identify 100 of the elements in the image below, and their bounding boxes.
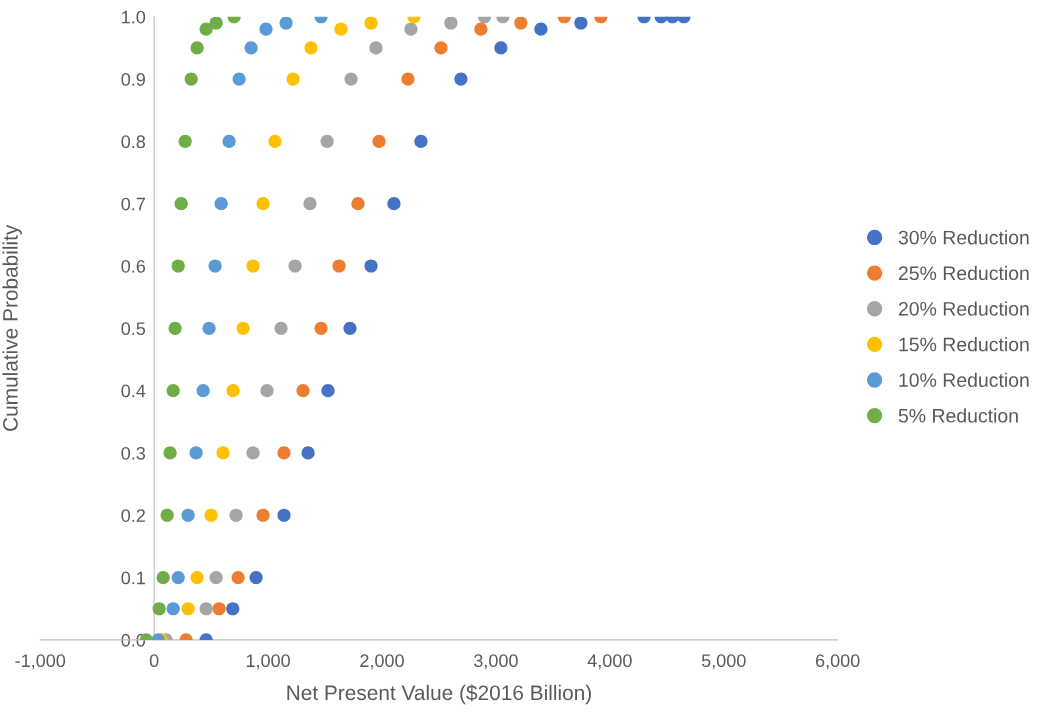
x-tick-label: 6,000 [816,654,860,670]
point [277,508,291,522]
point [296,384,310,398]
point [369,41,383,55]
point [181,508,195,522]
point [214,197,228,211]
point [401,72,415,86]
y-tick-label: 0.1 [121,571,145,585]
point [212,602,226,616]
point [404,22,418,36]
point [184,72,198,86]
point [274,321,288,335]
legend-label: 10% Reduction [899,372,1029,387]
point [232,72,246,86]
legend-label: 30% Reduction [898,230,1029,245]
point [301,446,315,460]
x-tick-label: 0 [149,654,159,668]
y-tick-label: 0.7 [121,197,145,211]
point [303,197,317,211]
x-tick-label: -1,000 [15,654,66,670]
x-tick-label: 5,000 [701,654,746,670]
y-tick-label: 0.6 [121,259,146,273]
point [279,16,293,30]
point [259,22,273,36]
x-axis-title: Net Present Value ($2016 Billion) [287,684,591,705]
point [249,571,263,585]
point [351,197,365,211]
point [204,508,218,522]
point [171,571,185,585]
point [231,571,245,585]
point [256,508,270,522]
point [168,321,182,335]
point [372,134,386,148]
point [246,259,260,273]
y-tick-label: 0.4 [121,384,146,398]
point [321,384,335,398]
point [166,384,180,398]
y-axis-title: Cumulative Probability [2,224,22,431]
y-tick-label: 1.0 [122,10,146,24]
point [332,259,346,273]
point [344,72,358,86]
point [174,197,188,211]
y-tick-label: 0.3 [121,446,146,460]
point [202,321,216,335]
point [246,446,260,460]
point [196,384,210,398]
point [166,602,180,616]
point [226,384,240,398]
point [199,602,213,616]
point [314,321,328,335]
point [434,41,448,55]
x-tick-label: 1,000 [246,654,290,670]
point [181,602,195,616]
point [320,134,334,148]
point [189,446,203,460]
point [514,16,528,30]
y-tick-label: 0.8 [121,135,146,149]
point [256,197,270,211]
point [171,259,185,273]
point [260,384,274,398]
legend-label: 5% Reduction [898,408,1018,423]
y-tick-label: 0.2 [121,509,145,522]
point [178,134,192,148]
legend-label: 15% Reduction [899,337,1029,352]
point [222,134,236,148]
point [364,259,378,273]
point [454,72,468,86]
point [534,22,548,36]
y-tick-label: 0.5 [121,322,146,336]
x-tick-label: 3,000 [474,654,518,670]
point [364,16,378,30]
point [190,41,204,55]
point [229,508,243,522]
point [190,571,204,585]
x-tick-label: 2,000 [360,654,404,670]
point [163,446,177,460]
point [414,134,428,148]
point [244,41,258,55]
point [236,321,250,335]
point [156,571,170,585]
point [277,446,291,460]
point [268,134,282,148]
point [444,16,458,30]
point [494,41,508,55]
point [334,22,348,36]
point [152,602,166,616]
point [574,16,588,30]
point [209,571,223,585]
point [474,22,488,36]
point [343,321,357,335]
point [216,446,230,460]
point [288,259,302,273]
legend-label: 25% Reduction [898,265,1029,281]
y-tick-label: 0.9 [121,73,145,86]
point [226,602,240,616]
point [286,72,300,86]
point [387,197,401,211]
point [209,16,223,30]
legend-label: 20% Reduction [898,301,1029,316]
point [160,508,174,522]
